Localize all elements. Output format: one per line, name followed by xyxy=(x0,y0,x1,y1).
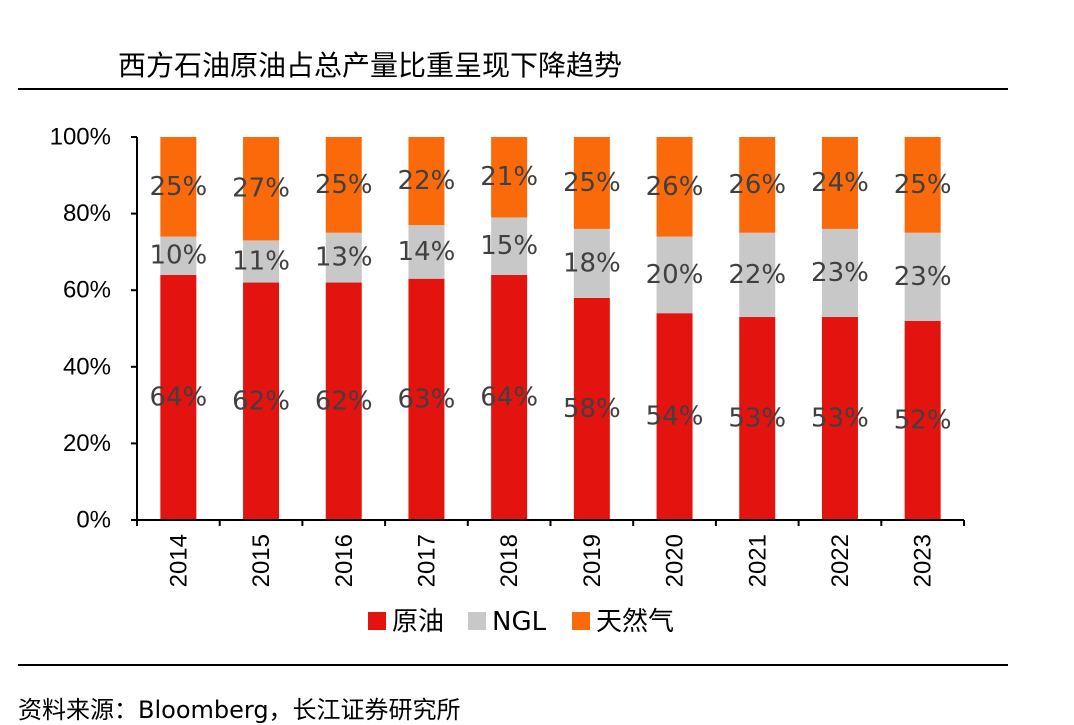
bar-segment-天然气-2014 xyxy=(160,137,197,237)
x-tick-label-2020: 2020 xyxy=(662,534,689,587)
bar-segment-NGL-2021 xyxy=(739,232,776,318)
data-label-天然气-2014: 25% xyxy=(149,172,207,202)
bar-segment-天然气-2018 xyxy=(491,137,528,218)
x-tick-label-2018: 2018 xyxy=(496,534,523,587)
data-label-天然气-2021: 26% xyxy=(728,170,786,200)
data-label-NGL-2019: 18% xyxy=(563,248,621,278)
bar-segment-NGL-2023 xyxy=(904,232,941,321)
data-label-NGL-2021: 22% xyxy=(728,260,786,290)
data-label-原油-2016: 62% xyxy=(315,386,373,416)
bar-segment-天然气-2021 xyxy=(739,137,776,233)
bar-segment-原油-2020 xyxy=(656,313,693,520)
x-tick-label-2021: 2021 xyxy=(744,534,771,587)
bar-segment-天然气-2017 xyxy=(408,137,445,226)
bottom-divider xyxy=(18,664,1008,666)
top-divider xyxy=(18,88,1008,90)
data-label-原油-2015: 62% xyxy=(232,386,290,416)
bar-segment-天然气-2023 xyxy=(904,137,941,233)
bar-segment-原油-2015 xyxy=(243,282,280,520)
data-label-NGL-2015: 11% xyxy=(232,246,290,276)
legend-swatch-原油 xyxy=(368,612,386,630)
bar-segment-天然气-2020 xyxy=(656,137,693,237)
data-label-原油-2021: 53% xyxy=(728,404,786,434)
bar-segment-原油-2014 xyxy=(160,274,197,520)
data-label-天然气-2022: 24% xyxy=(811,168,869,198)
source-note: 资料来源：Bloomberg，长江证券研究所 xyxy=(18,696,461,724)
x-tick-label-2015: 2015 xyxy=(248,534,275,587)
x-tick-label-2014: 2014 xyxy=(165,534,192,587)
y-tick-label: 0% xyxy=(76,507,111,534)
data-label-原油-2022: 53% xyxy=(811,404,869,434)
bar-segment-天然气-2019 xyxy=(573,137,610,229)
y-tick-label: 40% xyxy=(63,353,111,380)
x-tick-label-2019: 2019 xyxy=(579,534,606,587)
y-tick-label: 100% xyxy=(50,124,111,151)
bar-segment-天然气-2016 xyxy=(325,137,362,233)
data-label-天然气-2020: 26% xyxy=(646,172,704,202)
legend-label-天然气: 天然气 xyxy=(596,607,674,637)
data-label-天然气-2015: 27% xyxy=(232,174,290,204)
x-tick-label-2016: 2016 xyxy=(331,534,358,587)
bar-segment-原油-2016 xyxy=(325,282,362,520)
data-label-NGL-2016: 13% xyxy=(315,243,373,273)
axes-layer: 2014 2015 2016 2017 2018 2019 2020 2021 2022 2023… xyxy=(50,124,965,587)
x-tick-label-2017: 2017 xyxy=(413,534,440,587)
bar-segment-原油-2022 xyxy=(821,317,858,520)
data-label-天然气-2019: 25% xyxy=(563,168,621,198)
bar-segment-原油-2019 xyxy=(573,297,610,520)
legend-label-原油: 原油 xyxy=(392,607,444,637)
data-label-天然气-2018: 21% xyxy=(480,162,538,192)
data-label-原油-2014: 64% xyxy=(149,382,207,412)
bar-segment-原油-2023 xyxy=(904,320,941,520)
data-label-NGL-2018: 15% xyxy=(480,231,538,261)
data-label-NGL-2017: 14% xyxy=(398,237,456,267)
x-tick-label-2022: 2022 xyxy=(827,534,854,587)
bar-segment-NGL-2018 xyxy=(491,217,528,275)
bar-segment-天然气-2022 xyxy=(821,137,858,229)
bar-segment-NGL-2019 xyxy=(573,228,610,298)
bar-segment-NGL-2014 xyxy=(160,236,197,275)
bar-labels-layer: 64% 10% 25% 62% 11% 27% 62% 13% 25% 63% 14% 22% 64% 1… xyxy=(149,162,951,435)
data-label-原油-2018: 64% xyxy=(480,382,538,412)
bar-segment-原油-2021 xyxy=(739,317,776,520)
data-label-天然气-2016: 25% xyxy=(315,170,373,200)
legend-label-NGL: NGL xyxy=(492,607,547,637)
bar-segment-NGL-2016 xyxy=(325,232,362,283)
bar-segment-NGL-2015 xyxy=(243,240,280,283)
y-tick-label: 80% xyxy=(63,200,111,227)
data-label-NGL-2022: 23% xyxy=(811,258,869,288)
bar-segment-NGL-2017 xyxy=(408,225,445,279)
bar-segment-NGL-2020 xyxy=(656,236,693,314)
data-label-NGL-2023: 23% xyxy=(894,262,952,292)
bar-segment-原油-2018 xyxy=(491,274,528,520)
legend: 原油 NGL 天然气 xyxy=(368,607,674,637)
bar-segment-原油-2017 xyxy=(408,278,445,520)
y-tick-label: 20% xyxy=(63,430,111,457)
data-label-天然气-2017: 22% xyxy=(398,166,456,196)
chart-title: 西方石油原油占总产量比重呈现下降趋势 xyxy=(118,49,623,82)
data-label-原油-2017: 63% xyxy=(398,384,456,414)
data-label-原油-2023: 52% xyxy=(894,405,952,435)
legend-swatch-NGL xyxy=(468,612,486,630)
legend-swatch-天然气 xyxy=(572,612,590,630)
data-label-原油-2019: 58% xyxy=(563,394,621,424)
y-tick-label: 60% xyxy=(63,277,111,304)
x-tick-label-2023: 2023 xyxy=(910,534,937,587)
bar-segment-天然气-2015 xyxy=(243,137,280,241)
data-label-NGL-2020: 20% xyxy=(646,260,704,290)
bars-layer xyxy=(160,137,941,520)
data-label-NGL-2014: 10% xyxy=(149,241,207,271)
bar-segment-NGL-2022 xyxy=(821,228,858,318)
data-label-天然气-2023: 25% xyxy=(894,170,952,200)
data-label-原油-2020: 54% xyxy=(646,402,704,432)
